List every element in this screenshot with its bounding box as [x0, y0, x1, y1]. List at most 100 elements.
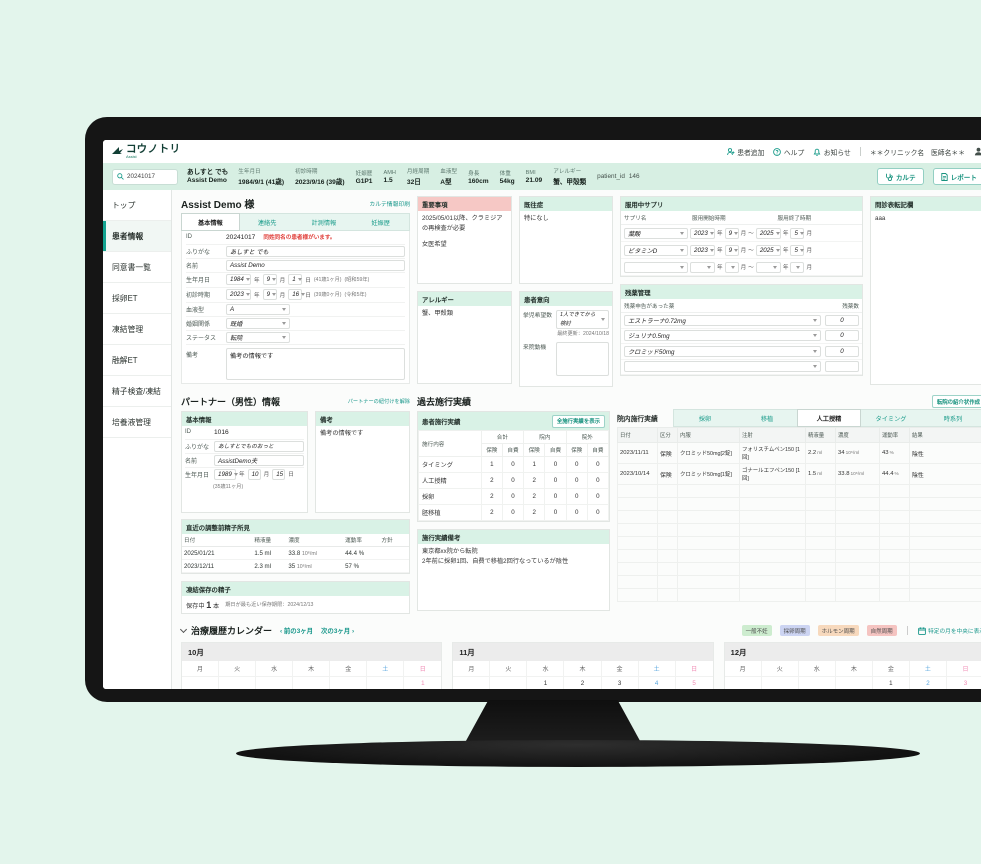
tab-basic-info[interactable]: 基本情報	[182, 214, 239, 230]
day-cell: 4	[639, 677, 676, 689]
status-select[interactable]: 転院	[226, 331, 290, 343]
weekday-header: 土	[909, 661, 947, 677]
leftover-med-select[interactable]: クロミッド50mg	[624, 345, 821, 357]
leftover-med-select[interactable]	[624, 361, 821, 373]
report-button[interactable]: レポート	[932, 168, 981, 185]
notice-button[interactable]: お知らせ	[813, 147, 851, 157]
partner-birth-year[interactable]: 1989	[214, 468, 238, 480]
tab-timing[interactable]: タイミング	[875, 415, 907, 423]
leftover-count-input[interactable]	[825, 361, 859, 373]
sidebar-item-medium[interactable]: 培養液管理	[103, 407, 171, 438]
strip-field-value: 21.09	[525, 176, 543, 184]
tab-contact[interactable]: 連絡先	[257, 219, 277, 227]
weekday-header: 金	[872, 661, 910, 677]
supplement-start-month[interactable]: 9	[724, 227, 739, 239]
tab-pregnancy-history[interactable]: 妊娠歴	[371, 219, 390, 227]
birth-month-select[interactable]: 9	[262, 274, 277, 285]
sidebar-item-freeze[interactable]: 凍結管理	[103, 314, 171, 345]
id-value: 20241017	[226, 233, 256, 241]
strip-field: アレルギー 蟹、甲殻類	[553, 167, 586, 186]
leftover-count-input[interactable]: 0	[825, 330, 859, 342]
leftover-count-input[interactable]: 0	[825, 314, 859, 326]
supplement-name-select[interactable]: 葉酸	[624, 227, 688, 239]
supplement-start-year[interactable]: 2023	[690, 227, 715, 239]
karte-button[interactable]: カルテ	[876, 168, 924, 185]
calendar-title: 治療履歴カレンダー	[191, 626, 273, 636]
tab-opu[interactable]: 採卵	[698, 415, 712, 423]
first-visit-month-select[interactable]: 9	[262, 289, 277, 300]
user-icon[interactable]	[974, 147, 981, 156]
weekday-header: 火	[219, 661, 257, 677]
supplement-start-month[interactable]: 9	[724, 244, 739, 256]
next-3-months-link[interactable]: 次の3ヶ月 ›	[321, 628, 355, 635]
show-all-records-button[interactable]: 全施行実績を表示	[551, 414, 605, 428]
first-visit-day-select[interactable]: 16	[288, 289, 306, 300]
sidebar-item-thaw-et[interactable]: 融解ET	[103, 345, 171, 376]
strip-field-value: G1P1	[355, 177, 373, 185]
tab-timeline[interactable]: 時系列	[943, 415, 963, 423]
clinic-name: ＊＊クリニック名 医師名＊＊	[869, 149, 965, 157]
sperm-findings-header: 直近の調整前精子所見	[182, 520, 409, 534]
supplement-end-month[interactable]: 5	[790, 244, 805, 256]
center-month-button[interactable]: 特定の月を中央に表示	[917, 626, 981, 635]
day-cell	[453, 677, 491, 689]
partner-kana-input[interactable]: あしすとでものおっと	[214, 440, 304, 452]
print-karte-link[interactable]: カルテ情報印刷	[369, 202, 410, 208]
supplement-name-select[interactable]	[624, 261, 688, 273]
tab-transfer[interactable]: 移植	[760, 415, 774, 423]
first-visit-year-select[interactable]: 2023	[226, 289, 251, 300]
tab-iui[interactable]: 人工授精	[798, 410, 860, 426]
duplicate-warning: 同姓同名の患者様がいます。	[263, 235, 336, 242]
patient-basic-panel: Assist Demo 様 カルテ情報印刷 基本情報 連絡先 計測情報 妊娠歴	[181, 196, 410, 387]
note-textarea[interactable]: 備考の情報です	[226, 347, 405, 380]
supplement-end-year[interactable]: 2025	[755, 227, 781, 239]
sidebar-item-sperm[interactable]: 精子検査/凍結	[103, 376, 171, 407]
sidebar-item-patient-info[interactable]: 患者情報	[103, 221, 171, 252]
sidebar-item-top[interactable]: トップ	[103, 190, 171, 221]
blood-type-select[interactable]: A	[226, 303, 290, 315]
supplement-start-year[interactable]	[690, 261, 715, 273]
supplement-end-month[interactable]: 5	[790, 227, 805, 239]
partner-name-input[interactable]: AssistDemo夫	[214, 454, 304, 466]
partner-birth-day[interactable]: 15	[272, 468, 286, 480]
supplement-end-month[interactable]	[790, 261, 805, 273]
supplement-start-year[interactable]: 2023	[690, 244, 715, 256]
partner-basic-card: 基本情報 ID 1016 ふりがな あしすとでものおっと 名前 AssistDemo夫…	[181, 411, 308, 513]
leftover-med-select[interactable]: ジュリナ0.5mg	[624, 330, 821, 342]
intention-card: 患者意向 挙児希望数 1人できてから検討 最終更新：2024/10/18	[519, 291, 613, 387]
marriage-select[interactable]: 既婚	[226, 317, 290, 329]
day-cell	[219, 677, 257, 689]
blood-type-label: 血液型	[186, 307, 205, 314]
visit-motive-textarea[interactable]	[556, 341, 609, 376]
strip-field-value: 蟹、甲殻類	[553, 179, 587, 186]
prev-3-months-link[interactable]: ‹ 前の3ヶ月	[280, 628, 314, 635]
children-wish-select[interactable]: 1人できてから検討	[556, 310, 609, 330]
partner-unlink-link[interactable]: パートナーの紐付けを解除	[347, 399, 410, 405]
supplement-end-year[interactable]	[755, 261, 781, 273]
add-patient-button[interactable]: 患者追加	[726, 147, 764, 157]
collapse-chevron-icon[interactable]	[179, 625, 188, 634]
search-input[interactable]	[127, 173, 173, 180]
strip-field-value: 54kg	[499, 177, 515, 185]
sidebar-item-consent-list[interactable]: 同意書一覧	[103, 252, 171, 283]
supplement-end-year[interactable]: 2025	[755, 244, 781, 256]
supplement-name-select[interactable]: ビタミンD	[624, 244, 688, 256]
help-button[interactable]: ヘルプ	[773, 147, 804, 157]
name-input[interactable]: Assist Demo	[226, 259, 405, 271]
sidebar-item-opu-et[interactable]: 採卵ET	[103, 283, 171, 314]
patient-search-box[interactable]	[112, 168, 178, 185]
tab-measurements[interactable]: 計測情報	[311, 219, 337, 227]
weekday-header: 月	[182, 661, 220, 677]
strip-field: AMH 1.5	[383, 170, 395, 184]
leftover-count-input[interactable]: 0	[825, 345, 859, 357]
partner-birth-month[interactable]: 10	[247, 468, 261, 480]
strip-field-label: アレルギー	[553, 169, 582, 175]
birth-day-select[interactable]: 1	[288, 274, 303, 285]
kana-input[interactable]: あしすと でも	[226, 245, 405, 257]
leftover-med-select[interactable]: エストラーナ0.72mg	[624, 314, 821, 326]
birth-year-select[interactable]: 1984	[226, 274, 251, 285]
supplement-start-month[interactable]	[724, 261, 739, 273]
referral-letter-button[interactable]: 転院の紹介状作成	[931, 395, 981, 408]
strip-field-label: 血液型	[440, 169, 458, 175]
